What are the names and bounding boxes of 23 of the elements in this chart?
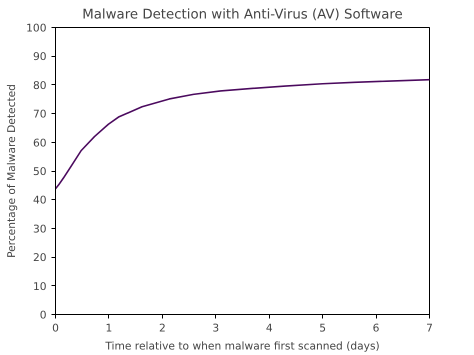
x-tick-label: 1 — [106, 322, 112, 334]
y-tick-label: 40 — [32, 194, 47, 207]
x-tick-label: 3 — [212, 322, 220, 334]
x-tick-label: 0 — [52, 322, 60, 334]
y-axis-title: Percentage of Malware Detected — [5, 84, 18, 258]
x-tick-label: 5 — [319, 322, 326, 334]
y-tick-label: 10 — [32, 280, 47, 293]
y-tick-label: 60 — [32, 136, 47, 150]
y-tick-label: 80 — [32, 78, 47, 92]
x-tick-label: 7 — [426, 322, 433, 334]
y-tick-label: 90 — [32, 50, 47, 64]
y-tick-label: 20 — [32, 251, 47, 264]
y-tick-label: 100 — [26, 22, 47, 34]
x-tick-label: 4 — [266, 322, 273, 334]
x-tick-label: 6 — [372, 322, 380, 334]
y-tick-label: 50 — [32, 165, 47, 178]
x-axis-title: Time relative to when malware first scanned (days) — [104, 340, 380, 352]
line-series — [56, 78, 430, 190]
y-tick-label: 30 — [32, 222, 47, 236]
chart-title: Malware Detection with Anti-Virus (AV) Software — [82, 8, 403, 22]
y-tick-label: 70 — [32, 108, 47, 121]
x-tick-label: 2 — [158, 322, 166, 334]
y-tick-label: 0 — [40, 308, 47, 322]
